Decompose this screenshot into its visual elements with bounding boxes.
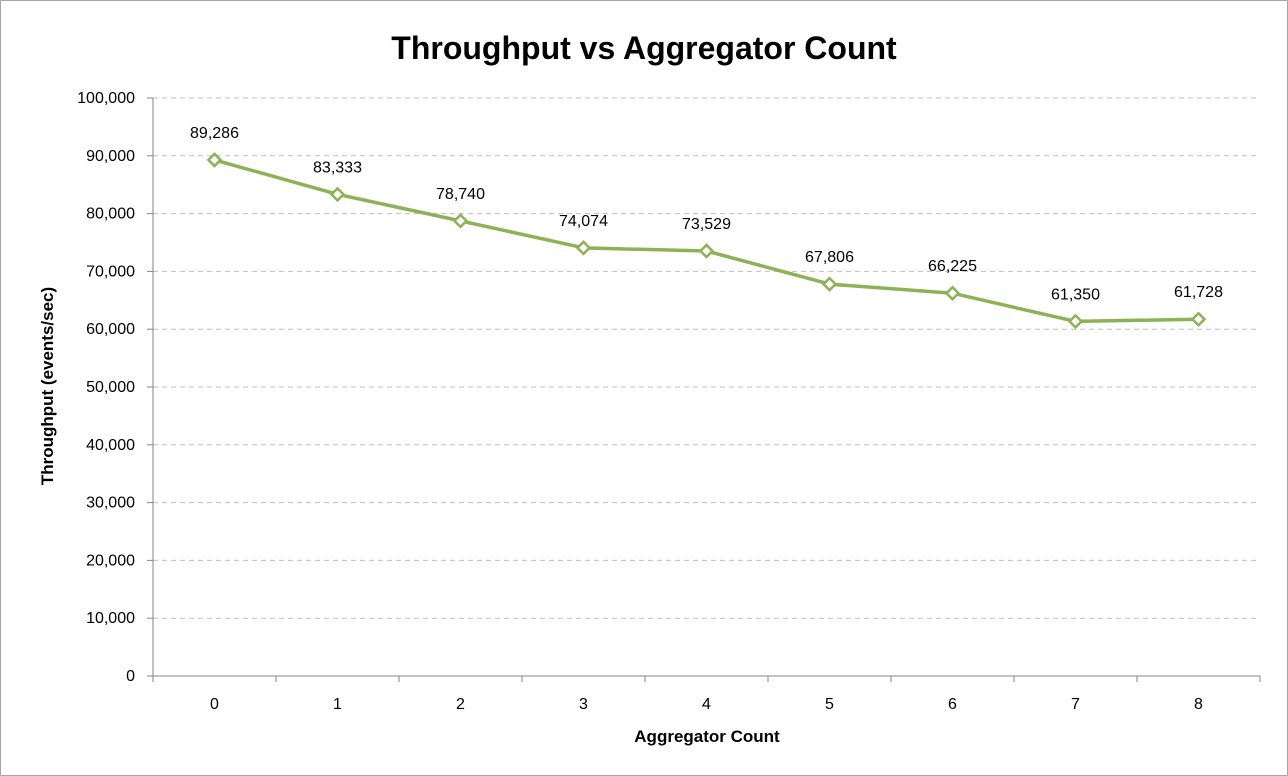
y-tick-label: 70,000: [86, 263, 135, 280]
data-point: [1190, 311, 1207, 327]
data-point: [698, 243, 715, 259]
x-tick-label: 3: [579, 696, 588, 713]
y-tick-label: 90,000: [86, 148, 135, 165]
data-label: 66,225: [928, 258, 977, 275]
data-label: 89,286: [190, 125, 239, 142]
data-point: [206, 152, 223, 168]
y-tick-label: 50,000: [86, 379, 135, 396]
axes: [147, 97, 1261, 682]
x-tick-label: 7: [1071, 696, 1080, 713]
y-axis-title: Throughput (events/sec): [38, 287, 57, 485]
y-tick-label: 40,000: [86, 437, 135, 454]
x-tick-label: 6: [948, 696, 957, 713]
data-label: 78,740: [436, 186, 485, 203]
data-label: 61,728: [1174, 284, 1223, 301]
y-tick-label: 100,000: [77, 90, 135, 107]
y-tick-label: 0: [126, 668, 135, 685]
data-label: 61,350: [1051, 286, 1100, 303]
data-point: [329, 186, 346, 203]
x-tick-label: 4: [702, 696, 711, 713]
gridlines: [153, 97, 1260, 619]
x-tick-labels: 0 1 2 3 4 5 6 7 8: [210, 696, 1203, 713]
y-tick-label: 80,000: [86, 206, 135, 223]
data-label: 73,529: [682, 216, 731, 233]
x-tick-label: 0: [210, 696, 219, 713]
data-label: 67,806: [805, 249, 854, 266]
data-point: [575, 240, 592, 256]
x-tick-label: 2: [456, 696, 465, 713]
data-label: 83,333: [313, 159, 362, 176]
y-tick-label: 30,000: [86, 495, 135, 512]
y-tick-labels: 0 10,000 20,000 30,000 40,000 50,000 60,000 70,…: [77, 90, 135, 685]
data-labels: 89,286 83,333 78,740 74,074 73,529 67,806 66,2…: [190, 125, 1223, 303]
chart-title: Throughput vs Aggregator Count: [391, 30, 897, 66]
x-tick-label: 5: [825, 696, 834, 713]
data-point: [821, 276, 838, 292]
y-tick-label: 60,000: [86, 321, 135, 338]
x-axis-title: Aggregator Count: [634, 727, 780, 746]
y-tick-label: 20,000: [86, 552, 135, 569]
series-throughput: [206, 152, 1207, 330]
data-label: 74,074: [559, 213, 608, 230]
x-tick-label: 8: [1194, 696, 1203, 713]
x-tick-label: 1: [333, 696, 342, 713]
data-point: [944, 285, 961, 301]
y-tick-label: 10,000: [86, 610, 135, 627]
data-point: [1067, 313, 1084, 330]
data-point: [452, 213, 469, 229]
